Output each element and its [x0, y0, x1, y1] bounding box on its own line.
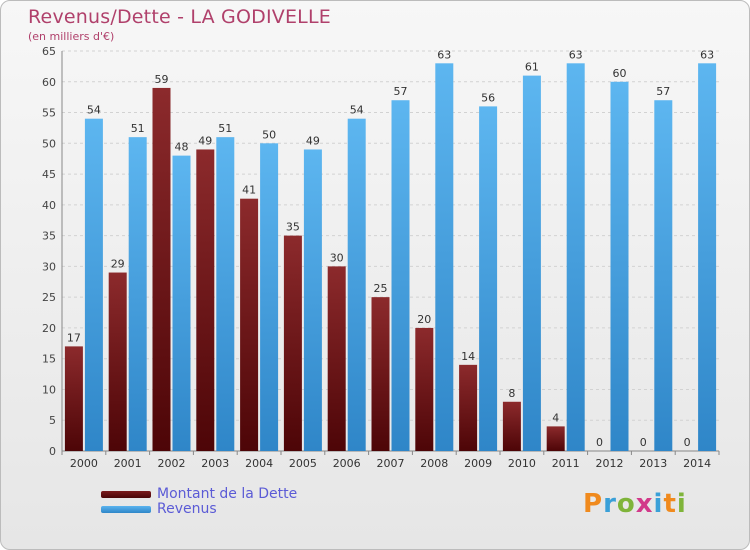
y-tick-label: 45: [42, 168, 56, 181]
bar-debt: [371, 297, 390, 451]
bar-revenue: [128, 137, 147, 451]
x-tick-label: 2009: [464, 457, 492, 470]
data-label-debt: 4: [552, 411, 559, 424]
x-tick-label: 2011: [552, 457, 580, 470]
data-label-debt: 17: [67, 331, 81, 344]
y-tick-label: 15: [42, 353, 56, 366]
legend-label-debt: Montant de la Dette: [157, 486, 298, 502]
y-tick-label: 55: [42, 107, 56, 120]
chart-title: Revenus/Dette - LA GODIVELLE: [28, 6, 331, 28]
bar-debt: [152, 87, 171, 451]
bar-revenue: [610, 81, 629, 452]
x-tick-label: 2007: [377, 457, 405, 470]
data-label-revenue: 48: [175, 141, 189, 154]
data-label-debt: 25: [374, 282, 388, 295]
x-tick-label: 2013: [639, 457, 667, 470]
bar-revenue: [260, 143, 279, 452]
data-label-revenue: 49: [306, 134, 320, 147]
bar-debt: [327, 266, 346, 451]
y-tick-label: 65: [42, 45, 56, 58]
bar-revenue: [479, 106, 498, 451]
data-label-revenue: 57: [656, 85, 670, 98]
bar-revenue: [522, 75, 541, 451]
bar-revenue: [391, 100, 410, 451]
x-tick-label: 2002: [158, 457, 186, 470]
data-label-debt: 0: [596, 436, 603, 449]
bar-debt: [546, 426, 565, 451]
x-tick-label: 2000: [70, 457, 98, 470]
y-tick-label: 5: [49, 414, 56, 427]
data-label-debt: 20: [417, 313, 431, 326]
bar-debt: [415, 327, 434, 451]
data-label-debt: 59: [155, 73, 169, 86]
bar-debt: [196, 149, 215, 451]
chart-subtitle: (en milliers d'€): [28, 30, 115, 43]
bar-revenue: [698, 63, 717, 452]
bar-revenue: [84, 118, 103, 451]
y-tick-label: 60: [42, 76, 56, 89]
y-tick-label: 10: [42, 383, 56, 396]
bar-debt: [283, 235, 302, 451]
data-label-revenue: 63: [569, 48, 583, 61]
legend: Montant de la Dette Revenus: [101, 487, 297, 517]
x-tick-label: 2001: [114, 457, 142, 470]
data-label-revenue: 63: [437, 48, 451, 61]
data-label-revenue: 57: [394, 85, 408, 98]
bar-revenue: [216, 137, 235, 451]
data-label-debt: 41: [242, 184, 256, 197]
x-tick-label: 2006: [333, 457, 361, 470]
bar-revenue: [172, 155, 191, 451]
bar-debt: [459, 364, 478, 451]
legend-swatch-debt: [101, 491, 151, 498]
data-label-debt: 30: [330, 251, 344, 264]
data-label-debt: 0: [640, 436, 647, 449]
y-tick-label: 20: [42, 322, 56, 335]
y-tick-label: 30: [42, 260, 56, 273]
y-tick-label: 0: [49, 445, 56, 458]
x-tick-label: 2008: [420, 457, 448, 470]
legend-swatch-revenue: [101, 506, 151, 513]
data-label-revenue: 61: [525, 61, 539, 74]
data-label-debt: 8: [508, 387, 515, 400]
data-label-revenue: 51: [131, 122, 145, 135]
y-tick-label: 50: [42, 137, 56, 150]
x-tick-label: 2014: [683, 457, 711, 470]
data-label-debt: 29: [111, 258, 125, 271]
x-tick-label: 2005: [289, 457, 317, 470]
bar-revenue: [435, 63, 454, 452]
bar-revenue: [347, 118, 366, 451]
data-label-revenue: 54: [87, 104, 101, 117]
x-tick-label: 2004: [245, 457, 273, 470]
bar-revenue: [654, 100, 673, 451]
legend-item-debt: Montant de la Dette: [101, 487, 297, 502]
data-label-revenue: 60: [613, 67, 627, 80]
data-label-debt: 49: [198, 134, 212, 147]
data-label-revenue: 56: [481, 91, 495, 104]
x-tick-label: 2010: [508, 457, 536, 470]
data-label-revenue: 54: [350, 104, 364, 117]
data-label-debt: 35: [286, 221, 300, 234]
y-tick-label: 25: [42, 291, 56, 304]
y-tick-label: 35: [42, 230, 56, 243]
bar-debt: [502, 401, 521, 451]
bar-debt: [108, 272, 127, 451]
bar-debt: [240, 198, 259, 451]
legend-item-revenue: Revenus: [101, 502, 297, 517]
bar-revenue: [566, 63, 585, 452]
bar-revenue: [303, 149, 322, 451]
legend-label-revenue: Revenus: [157, 501, 217, 517]
proxiti-logo: Proxiti: [583, 489, 687, 519]
data-label-revenue: 50: [262, 128, 276, 141]
data-label-debt: 0: [684, 436, 691, 449]
y-tick-label: 40: [42, 199, 56, 212]
data-label-revenue: 51: [218, 122, 232, 135]
data-label-revenue: 63: [700, 48, 714, 61]
data-label-debt: 14: [461, 350, 475, 363]
bar-debt: [64, 346, 83, 451]
x-tick-label: 2003: [201, 457, 229, 470]
x-tick-label: 2012: [596, 457, 624, 470]
